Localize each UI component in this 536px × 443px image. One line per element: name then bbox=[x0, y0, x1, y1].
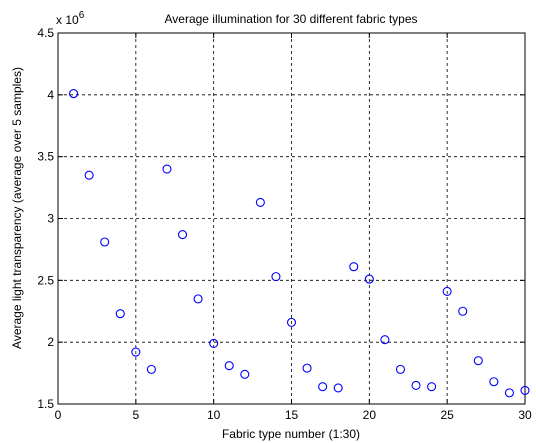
data-point bbox=[318, 382, 328, 392]
x-tick-label: 5 bbox=[132, 408, 139, 422]
data-point bbox=[458, 306, 468, 316]
y-tick-label: 1.5 bbox=[37, 397, 54, 411]
y-tick-label: 2.5 bbox=[37, 273, 54, 287]
data-point bbox=[209, 338, 219, 348]
data-point bbox=[349, 262, 359, 272]
data-points bbox=[69, 89, 530, 398]
x-tick-label: 10 bbox=[207, 408, 221, 422]
y-tick-label: 3 bbox=[47, 212, 54, 226]
y-axis-label: Average light transparency (average over… bbox=[10, 67, 24, 349]
data-point bbox=[115, 309, 125, 319]
x-tick-label: 0 bbox=[55, 408, 62, 422]
data-point bbox=[411, 380, 421, 391]
data-point bbox=[177, 230, 188, 240]
y-multiplier: x 106 bbox=[56, 10, 85, 27]
data-point bbox=[100, 237, 110, 247]
data-point bbox=[364, 274, 374, 284]
data-point bbox=[442, 286, 452, 297]
data-point bbox=[146, 364, 156, 374]
data-point bbox=[162, 164, 172, 174]
chart-title: Average illumination for 30 different fa… bbox=[164, 12, 417, 26]
ticks: 0 5 10 15 20 25 30 1.5 2 2.5 3 3.5 4 4.5 bbox=[37, 26, 532, 422]
data-point bbox=[473, 356, 483, 366]
y-tick-label: 2 bbox=[47, 335, 54, 349]
data-point bbox=[395, 364, 406, 374]
y-tick-label: 4.5 bbox=[37, 26, 54, 40]
y-tick-label: 3.5 bbox=[37, 150, 54, 164]
data-point bbox=[489, 377, 499, 387]
data-point bbox=[427, 382, 437, 392]
x-tick-label: 15 bbox=[285, 408, 299, 422]
data-point bbox=[286, 317, 297, 327]
data-point bbox=[520, 385, 530, 395]
data-point bbox=[333, 383, 343, 393]
data-point bbox=[224, 361, 234, 371]
x-tick-label: 20 bbox=[363, 408, 377, 422]
data-point bbox=[131, 347, 141, 357]
x-tick-label: 30 bbox=[518, 408, 532, 422]
data-point bbox=[240, 369, 250, 379]
y-tick-label: 4 bbox=[47, 88, 54, 102]
data-point bbox=[255, 197, 265, 207]
x-axis-label: Fabric type number (1:30) bbox=[222, 427, 360, 441]
data-point bbox=[84, 170, 94, 180]
y-multiplier-base: x 10 bbox=[56, 13, 79, 27]
data-point bbox=[69, 89, 79, 99]
x-tick-label: 25 bbox=[440, 408, 454, 422]
data-point bbox=[302, 363, 312, 373]
grid bbox=[58, 33, 525, 404]
data-point bbox=[380, 335, 390, 345]
y-multiplier-exponent: 6 bbox=[79, 10, 85, 21]
data-point bbox=[271, 272, 281, 282]
data-point bbox=[504, 388, 514, 398]
data-point bbox=[193, 294, 203, 304]
